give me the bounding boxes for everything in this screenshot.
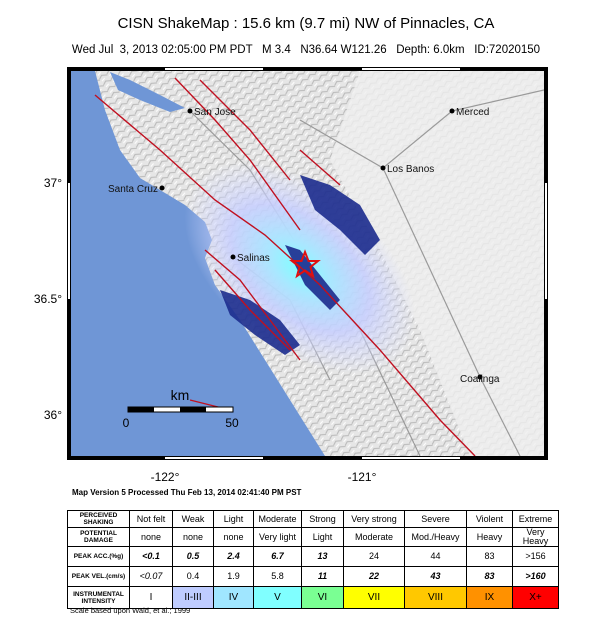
- row-header: INSTRUMENTAL INTENSITY: [67, 586, 130, 609]
- table-cell: I: [129, 586, 173, 609]
- city-dots: [159, 108, 483, 380]
- lon-label: -121°: [348, 470, 377, 484]
- intensity-table: PERCEIVED SHAKING Not felt Weak Light Modera…: [67, 510, 559, 609]
- table-cell: Light: [213, 510, 254, 528]
- row-header: PEAK VEL.(cm/s): [67, 566, 130, 587]
- table-row: INSTRUMENTAL INTENSITY I II-III IV V VI VII VII…: [67, 586, 559, 609]
- subtitle: Wed Jul 3, 2013 02:05:00 PM PDT M 3.4 N3…: [72, 44, 540, 56]
- table-cell: Weak: [172, 510, 214, 528]
- lon-label: -122°: [151, 470, 180, 484]
- table-cell: Very strong: [343, 510, 405, 528]
- scale-unit: km: [171, 387, 190, 403]
- city-label: Santa Cruz: [108, 184, 158, 195]
- table-cell: Not felt: [129, 510, 173, 528]
- scale-start: 0: [123, 416, 130, 430]
- table-cell: X+: [512, 586, 559, 609]
- map: San Jose Merced Los Banos Santa Cruz Sal…: [71, 71, 544, 456]
- row-header: PERCEIVED SHAKING: [67, 510, 130, 528]
- table-cell: <0.07: [129, 566, 173, 587]
- bay: [110, 72, 185, 112]
- table-cell: none: [172, 527, 214, 547]
- table-cell: Violent: [466, 510, 513, 528]
- table-cell: Extreme: [512, 510, 559, 528]
- city-label: Los Banos: [387, 164, 434, 175]
- table-cell: Moderate: [343, 527, 405, 547]
- table-cell: 1.9: [213, 566, 254, 587]
- table-cell: II-III: [172, 586, 214, 609]
- table-cell: 83: [466, 546, 513, 567]
- table-cell: VII: [343, 586, 405, 609]
- title: CISN ShakeMap : 15.6 km (9.7 mi) NW of P…: [118, 15, 495, 32]
- table-cell: >156: [512, 546, 559, 567]
- table-row: PEAK VEL.(cm/s) <0.07 0.4 1.9 5.8 11 22 43 83 >16…: [67, 566, 559, 587]
- table-cell: 11: [301, 566, 344, 587]
- table-cell: Heavy: [466, 527, 513, 547]
- table-cell: 0.4: [172, 566, 214, 587]
- table-cell: Moderate: [253, 510, 302, 528]
- scale-note: Scale based upon Wald, et al.; 1999: [70, 606, 191, 615]
- table-cell: Severe: [404, 510, 467, 528]
- map-frame: [67, 67, 548, 460]
- table-cell: IV: [213, 586, 254, 609]
- table-cell: 0.5: [172, 546, 214, 567]
- table-cell: 22: [343, 566, 405, 587]
- lat-label: 36°: [44, 408, 62, 422]
- table-row: PEAK ACC.(%g) <0.1 0.5 2.4 6.7 13 24 44 83 >156: [67, 546, 559, 567]
- table-cell: 5.8: [253, 566, 302, 587]
- map-figure: CISN ShakeMap : 15.6 km (9.7 mi) NW of P…: [34, 15, 548, 497]
- table-cell: Light: [301, 527, 344, 547]
- table-cell: Mod./Heavy: [404, 527, 467, 547]
- table-cell: >160: [512, 566, 559, 587]
- city-label: Merced: [456, 107, 489, 118]
- table-cell: Very light: [253, 527, 302, 547]
- table-cell: none: [213, 527, 254, 547]
- lat-label: 37°: [44, 176, 62, 190]
- city-label: San Jose: [194, 107, 236, 118]
- table-row: POTENTIAL DAMAGE none none none Very light Li…: [67, 527, 559, 547]
- row-header: POTENTIAL DAMAGE: [67, 527, 130, 547]
- table-cell: V: [253, 586, 302, 609]
- row-header: PEAK ACC.(%g): [67, 546, 130, 567]
- city-label: Coalinga: [460, 374, 500, 385]
- table-cell: VIII: [404, 586, 467, 609]
- table-row: PERCEIVED SHAKING Not felt Weak Light Modera…: [67, 510, 559, 528]
- epicenter: [289, 249, 321, 279]
- table-cell: 24: [343, 546, 405, 567]
- lat-label: 36.5°: [34, 292, 62, 306]
- scale-bar: km 0 50: [123, 387, 239, 430]
- table-cell: IX: [466, 586, 513, 609]
- table-cell: <0.1: [129, 546, 173, 567]
- table-cell: none: [129, 527, 173, 547]
- table-cell: Very Heavy: [512, 527, 559, 547]
- table-cell: 13: [301, 546, 344, 567]
- table-cell: Strong: [301, 510, 344, 528]
- city-label: Salinas: [237, 253, 270, 264]
- table-cell: 6.7: [253, 546, 302, 567]
- table-cell: 43: [404, 566, 467, 587]
- table-cell: 44: [404, 546, 467, 567]
- scale-end: 50: [225, 416, 239, 430]
- table-cell: 2.4: [213, 546, 254, 567]
- table-cell: 83: [466, 566, 513, 587]
- version-note: Map Version 5 Processed Thu Feb 13, 2014…: [72, 488, 302, 497]
- table-cell: VI: [301, 586, 344, 609]
